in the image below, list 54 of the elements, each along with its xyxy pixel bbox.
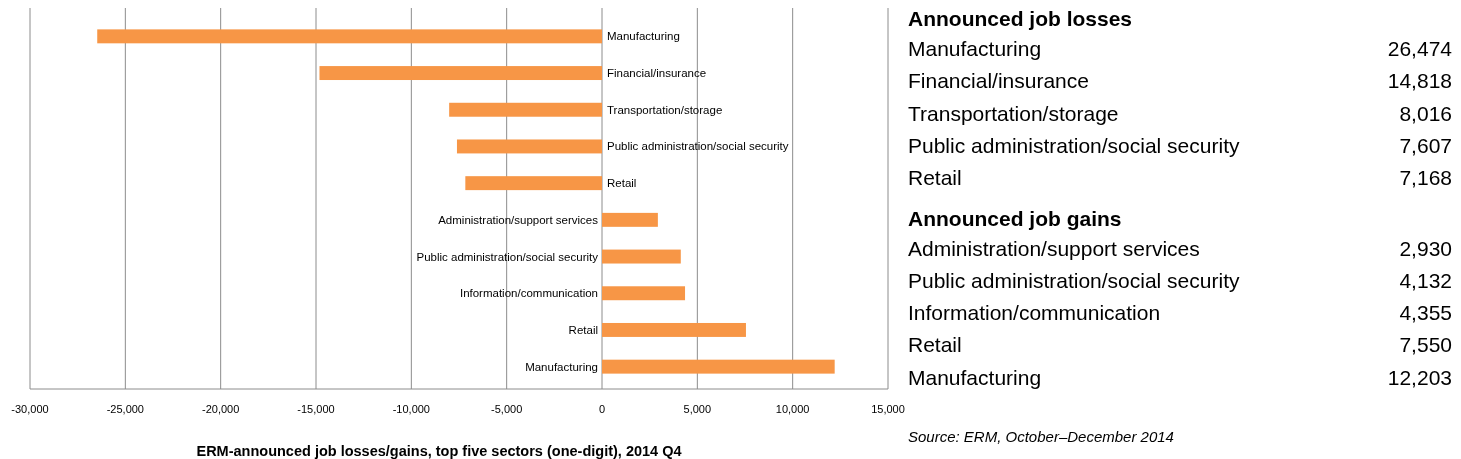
category-label: Public administration/social security bbox=[908, 133, 1240, 157]
category-label: Administration/support services bbox=[908, 236, 1200, 260]
bar bbox=[602, 212, 658, 227]
bar bbox=[456, 139, 602, 154]
category-label: Retail bbox=[908, 166, 962, 190]
bar bbox=[449, 102, 602, 117]
bar bbox=[97, 29, 602, 44]
category-label: Manufacturing bbox=[908, 365, 1042, 389]
y-tick-label: Financial/insurance bbox=[607, 67, 707, 80]
x-tick-label: 15,000 bbox=[871, 403, 905, 415]
text: ERM-announced job losses/gains, top five sectors (one-digit), 2014 Q4 bbox=[196, 443, 682, 459]
data-label: 7,550 bbox=[1399, 333, 1452, 357]
text: Announced job gains bbox=[908, 206, 1122, 230]
x-tick-label: -25,000 bbox=[106, 403, 144, 415]
x-tick-label: -20,000 bbox=[202, 403, 240, 415]
category-label: Retail bbox=[908, 333, 962, 357]
y-tick-label: Manufacturing bbox=[525, 360, 598, 373]
data-label: 8,016 bbox=[1399, 101, 1452, 125]
bar bbox=[602, 359, 835, 374]
bar bbox=[602, 249, 681, 264]
source-note: Source: ERM, October–December 2014 bbox=[908, 428, 1174, 445]
x-tick-label: -5,000 bbox=[491, 403, 523, 415]
y-tick-label: Manufacturing bbox=[607, 30, 680, 43]
y-tick-label: Retail bbox=[568, 323, 598, 336]
x-tick-label: -30,000 bbox=[11, 403, 49, 415]
data-label: 2,930 bbox=[1399, 236, 1452, 260]
y-tick-label: Retail bbox=[607, 177, 637, 190]
y-tick-label: Administration/support services bbox=[438, 213, 599, 226]
y-tick-label: Transportation/storage bbox=[607, 103, 723, 116]
category-label: Financial/insurance bbox=[908, 69, 1089, 93]
category-label: Information/communication bbox=[908, 301, 1161, 325]
x-tick-label: -10,000 bbox=[392, 403, 430, 415]
bar bbox=[602, 286, 686, 301]
y-tick-label: Information/communication bbox=[459, 287, 598, 300]
data-label: 26,474 bbox=[1387, 37, 1453, 60]
x-tick-label: 0 bbox=[598, 403, 606, 415]
y-tick-label: Public administration/social security bbox=[416, 250, 599, 263]
x-tick-label: 10,000 bbox=[775, 403, 810, 415]
data-label: 14,818 bbox=[1387, 69, 1452, 93]
text: Announced job losses bbox=[908, 7, 1133, 30]
category-label: Manufacturing bbox=[908, 37, 1042, 60]
data-label: 7,168 bbox=[1399, 166, 1452, 190]
x-tick-label: 5,000 bbox=[683, 403, 712, 415]
category-label: Transportation/storage bbox=[908, 101, 1119, 125]
data-label: 7,607 bbox=[1399, 133, 1452, 157]
bar bbox=[465, 176, 602, 191]
bar bbox=[602, 322, 746, 337]
data-label: 4,355 bbox=[1399, 301, 1452, 325]
category-label: Public administration/social security bbox=[908, 268, 1240, 292]
data-label: 4,132 bbox=[1399, 268, 1452, 292]
bar bbox=[319, 66, 602, 81]
y-tick-label: Public administration/social security bbox=[607, 140, 789, 153]
x-tick-label: -15,000 bbox=[297, 403, 335, 415]
data-label: 12,203 bbox=[1387, 365, 1452, 389]
